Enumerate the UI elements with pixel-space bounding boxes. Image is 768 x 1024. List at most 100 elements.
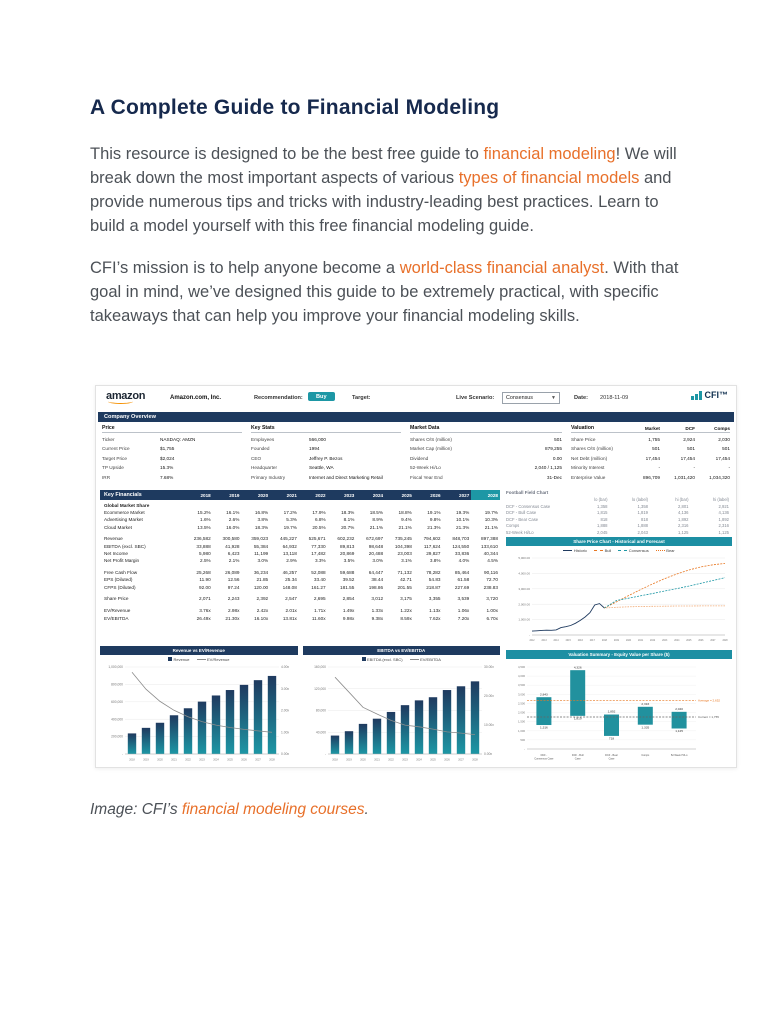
cell-value: 2.42x — [256, 608, 269, 614]
ff-row-label: DCF - Bull Case — [506, 510, 537, 516]
ff-col-header: lo (bar) — [594, 497, 608, 503]
link-financial-modeling[interactable]: financial modeling — [483, 145, 616, 163]
cell-value: 21.1% — [484, 524, 498, 530]
legend-label: Bear — [666, 547, 675, 553]
amazon-wordmark: amazon — [106, 390, 146, 402]
bar-swatch — [361, 657, 366, 661]
cell-value: 2.01x — [285, 608, 297, 614]
overview-value: Jeffrey P. Bezos — [309, 455, 343, 461]
cell-value: 445,227 — [279, 536, 297, 542]
valuation-value: 17,454 — [715, 455, 730, 461]
valuation-value: 1,034,320 — [709, 474, 730, 480]
cell-value: 3,012 — [371, 596, 384, 602]
cell-value: 20,488 — [368, 550, 384, 556]
cell-value: 1.49x — [342, 608, 355, 614]
cell-value: 2.98x — [227, 608, 240, 614]
legend-label: Revenue — [173, 656, 190, 662]
overview-row: Founded 1994 — [251, 444, 401, 453]
svg-text:400,000: 400,000 — [111, 717, 123, 721]
cell-value: 525,671 — [308, 536, 326, 542]
row-label: EV/EBITDA — [104, 615, 129, 621]
svg-text:1,000: 1,000 — [518, 729, 525, 733]
row-label: Net Income — [104, 550, 128, 556]
link-types-of-financial-models[interactable]: types of financial models — [458, 169, 640, 187]
financial-row: EBITDA (excl. SBC) 33,888 41,928 55,384 64,9… — [100, 542, 500, 549]
financial-row: Free Cash Flow 25,268 26,089 36,234 46,257 52… — [100, 569, 500, 576]
svg-text:2024: 2024 — [674, 640, 680, 642]
cell-value: 46,257 — [282, 570, 297, 576]
overview-value: 1994 — [309, 446, 320, 452]
text-run: and provide numerous tips and tricks wit… — [90, 169, 672, 235]
financial-row: Global Market Share — [100, 502, 500, 509]
svg-text:2,000: 2,000 — [518, 711, 525, 715]
svg-text:600,000: 600,000 — [111, 700, 123, 704]
legend-item: EV/EBITDA — [409, 657, 441, 662]
legend-item: Bull — [594, 548, 611, 553]
cell-value: 36,234 — [253, 570, 269, 576]
overview-value: 2,040 / 1,125 — [534, 465, 562, 471]
svg-text:2021: 2021 — [374, 759, 380, 762]
overview-value: 7.68% — [160, 474, 174, 480]
overview-label: TP Upside — [102, 465, 124, 471]
valuation-value: - — [728, 465, 730, 471]
cell-value: 25.34 — [285, 577, 297, 583]
legend-label: EBITDA (excl. SBC) — [367, 656, 403, 662]
bull-line — [604, 563, 726, 609]
ebitda-chart-title: EBITDA vs EV/EBITDA — [302, 646, 500, 655]
ff-value: 2,316 — [678, 523, 689, 529]
cfi-logo-bar — [695, 393, 698, 400]
valuation-col-header: Comps — [714, 426, 730, 431]
cell-value: 3,355 — [428, 596, 441, 602]
ff-row-label: Comps — [506, 523, 520, 529]
svg-text:2027: 2027 — [255, 759, 261, 762]
cell-value: 201.55 — [397, 584, 412, 590]
cell-value: 794,602 — [423, 536, 441, 542]
link-world-class-financial-analyst[interactable]: world-class financial analyst — [399, 259, 605, 277]
valuation-row-label: Shares O/S (million) — [571, 446, 613, 452]
overview-value: 15.3% — [160, 465, 174, 471]
scenario-dropdown[interactable]: Consensus ▼ — [502, 392, 560, 404]
ebitda-chart: 160,000 120,000 80,000 40,000 - 30.00x 20.00x 1… — [314, 665, 494, 762]
valuation-column: Valuation Market DCF Comps Share Price 1,755 2… — [571, 425, 730, 488]
amazon-model: amazon Amazon.com, Inc. Recommendation: … — [96, 386, 736, 764]
cell-value: 2,392 — [256, 596, 269, 602]
svg-text:2026: 2026 — [241, 759, 247, 762]
svg-text:1,500: 1,500 — [518, 720, 525, 724]
ff-col-header: hi (label) — [712, 497, 729, 503]
cell-value: 2.5% — [200, 558, 211, 564]
overview-value: 879,255 — [545, 446, 562, 452]
svg-text:2021: 2021 — [638, 640, 644, 642]
ff-col-header: hi (bar) — [675, 497, 689, 503]
cell-value: 5.3% — [286, 517, 297, 523]
ff-value: 1,125 — [718, 529, 729, 535]
cell-value: 3.3% — [314, 558, 326, 564]
svg-text:2028: 2028 — [722, 640, 728, 642]
year-header: 2025 — [401, 492, 412, 498]
cell-value: 120.00 — [253, 584, 269, 590]
financial-row: EPS (Diluted) 11.90 12.56 21.85 25.34 33.40 39… — [100, 576, 500, 583]
overview-row: TP Upside 15.3% — [102, 463, 242, 472]
cell-value: 3.1% — [401, 558, 412, 564]
cell-value: 161.27 — [311, 584, 326, 590]
cell-value: 7.62x — [429, 615, 441, 621]
chevron-down-icon: ▼ — [551, 395, 556, 401]
financial-row: Cloud Market 13.5% 16.0% 18.3% 19.7% 20.5% 20.… — [100, 523, 500, 530]
revenue-chart-title: Revenue vs EV/Revenue — [100, 646, 298, 655]
cell-value: 3.5% — [343, 558, 355, 564]
cell-value: 33,836 — [454, 550, 470, 556]
svg-text:2020: 2020 — [626, 640, 632, 642]
financial-row: Advertising Market 1.6% 2.6% 3.8% 5.3% 6.8% 8.… — [100, 516, 500, 523]
ff-row-label: 52-Week Hi/Lo — [506, 529, 534, 535]
cell-value: 11,199 — [254, 550, 269, 556]
cell-value: 1.13x — [429, 608, 441, 614]
amazon-logo: amazon — [106, 391, 145, 404]
cell-value: 218.87 — [426, 584, 441, 590]
cell-value: 1.22x — [400, 608, 412, 614]
svg-text:2024: 2024 — [416, 759, 422, 762]
link-financial-modeling-courses[interactable]: financial modeling courses — [181, 801, 365, 818]
cell-value: 9.4% — [401, 517, 412, 523]
svg-text:1,819: 1,819 — [574, 717, 582, 721]
cell-value: 124,550 — [452, 543, 470, 549]
share-price-chart-panel: Share Price Chart - Historical and Forec… — [506, 537, 732, 644]
overview-row: CEO Jeffrey P. Bezos — [251, 454, 401, 463]
